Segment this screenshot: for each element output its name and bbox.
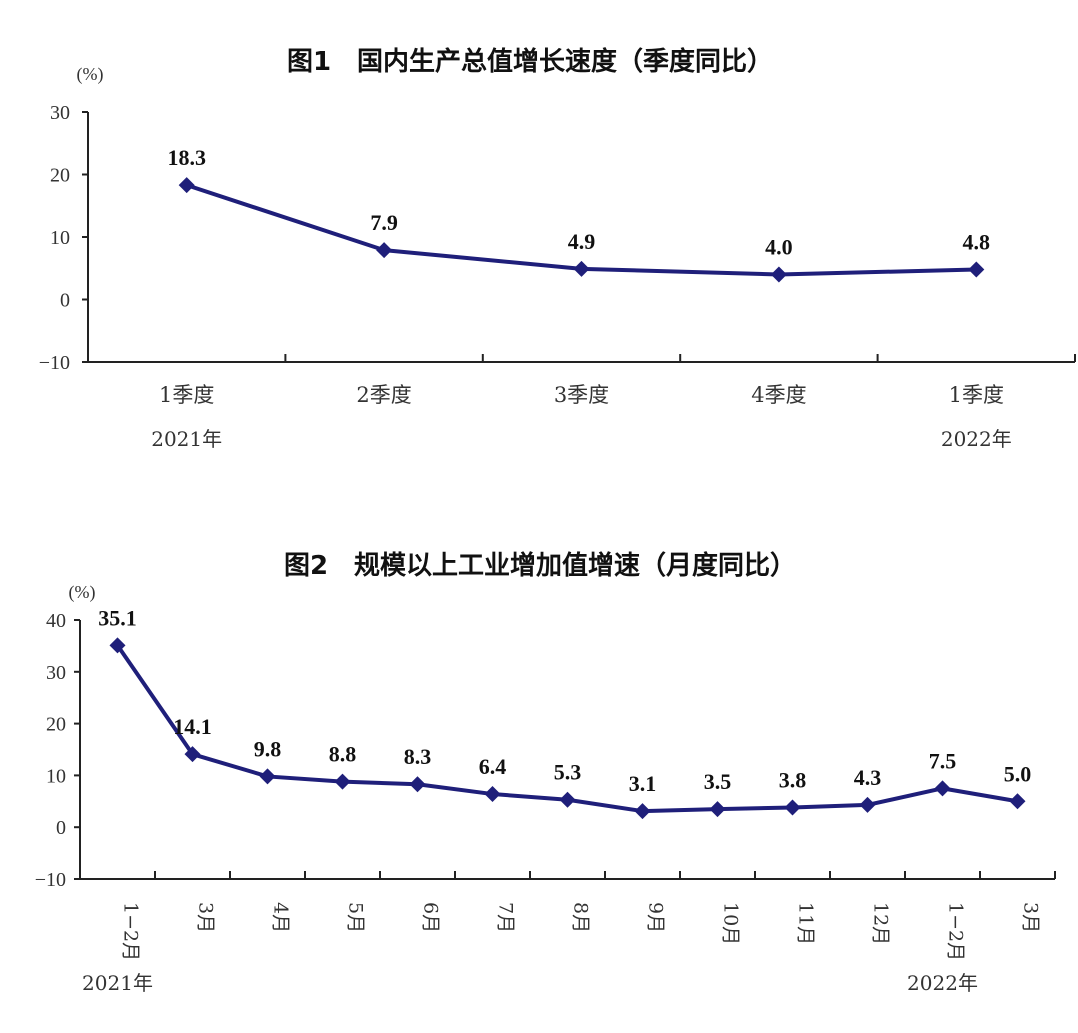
data-point-marker: [484, 786, 501, 803]
data-point-marker: [259, 768, 276, 785]
data-label: 4.3: [854, 765, 882, 790]
y-tick-label: 0: [56, 817, 66, 839]
chart-title: 图1 国内生产总值增长速度（季度同比）: [287, 46, 773, 77]
year-label: 2021年: [151, 427, 222, 451]
y-axis-unit-label: (%): [77, 64, 104, 85]
year-label: 2021年: [82, 971, 153, 995]
x-tick-label: 8月: [570, 902, 592, 933]
data-point-marker: [934, 780, 951, 797]
data-point-marker: [109, 637, 126, 654]
data-label: 5.0: [1004, 761, 1032, 786]
data-point-marker: [573, 260, 590, 277]
data-label: 7.9: [370, 210, 398, 235]
x-tick-label: 3月: [195, 902, 217, 933]
y-tick-label: −10: [39, 352, 70, 374]
data-point-marker: [409, 776, 426, 793]
chart-title: 图2 规模以上工业增加值增速（月度同比）: [284, 550, 796, 581]
x-tick-label: 4季度: [751, 383, 806, 407]
x-tick-label: 12月: [870, 902, 892, 945]
data-point-marker: [1009, 793, 1026, 810]
x-tick-label: 1−2月: [945, 902, 967, 961]
x-tick-label: 3季度: [554, 383, 609, 407]
data-label: 18.3: [167, 145, 206, 170]
y-tick-label: 10: [46, 765, 66, 787]
data-label: 9.8: [254, 736, 282, 761]
y-tick-label: −10: [35, 869, 66, 891]
year-label: 2022年: [941, 427, 1012, 451]
data-label: 35.1: [98, 605, 137, 630]
data-label: 7.5: [929, 748, 957, 773]
x-tick-label: 1−2月: [120, 902, 142, 961]
x-tick-label: 1季度: [159, 383, 214, 407]
x-tick-label: 5月: [345, 902, 367, 933]
x-tick-label: 3月: [1020, 902, 1042, 933]
y-tick-label: 20: [50, 165, 70, 187]
data-label: 5.3: [554, 760, 582, 785]
data-point-marker: [634, 803, 651, 820]
x-tick-label: 7月: [495, 902, 517, 933]
data-label: 8.3: [404, 744, 432, 769]
data-label: 8.8: [329, 742, 357, 767]
y-tick-label: 10: [50, 227, 70, 249]
data-point-marker: [184, 746, 201, 763]
data-label: 3.5: [704, 769, 732, 794]
data-point-marker: [968, 261, 985, 278]
data-point-marker: [376, 242, 393, 259]
data-label: 4.8: [963, 230, 991, 255]
data-label: 3.1: [629, 771, 657, 796]
data-label: 4.9: [568, 229, 596, 254]
data-point-marker: [334, 773, 351, 790]
data-label: 14.1: [173, 714, 212, 739]
x-tick-label: 2季度: [356, 383, 411, 407]
y-tick-label: 20: [46, 714, 66, 736]
y-tick-label: 40: [46, 610, 66, 632]
x-tick-label: 1季度: [949, 383, 1004, 407]
x-tick-label: 11月: [795, 902, 817, 945]
x-tick-label: 9月: [645, 902, 667, 933]
data-point-marker: [770, 266, 787, 283]
y-tick-label: 0: [60, 290, 70, 312]
data-label: 6.4: [479, 754, 507, 779]
y-axis-unit-label: (%): [69, 582, 96, 603]
data-point-marker: [559, 791, 576, 808]
year-label: 2022年: [907, 971, 978, 995]
x-tick-label: 4月: [270, 902, 292, 933]
x-tick-label: 10月: [720, 902, 742, 945]
data-point-marker: [784, 799, 801, 816]
series-line: [115, 644, 1018, 814]
data-point-marker: [178, 177, 195, 194]
data-label: 3.8: [779, 768, 807, 793]
data-point-marker: [709, 801, 726, 818]
y-tick-label: 30: [46, 662, 66, 684]
x-tick-label: 6月: [420, 902, 442, 933]
data-point-marker: [859, 796, 876, 813]
data-label: 4.0: [765, 235, 793, 260]
y-tick-label: 30: [50, 102, 70, 124]
